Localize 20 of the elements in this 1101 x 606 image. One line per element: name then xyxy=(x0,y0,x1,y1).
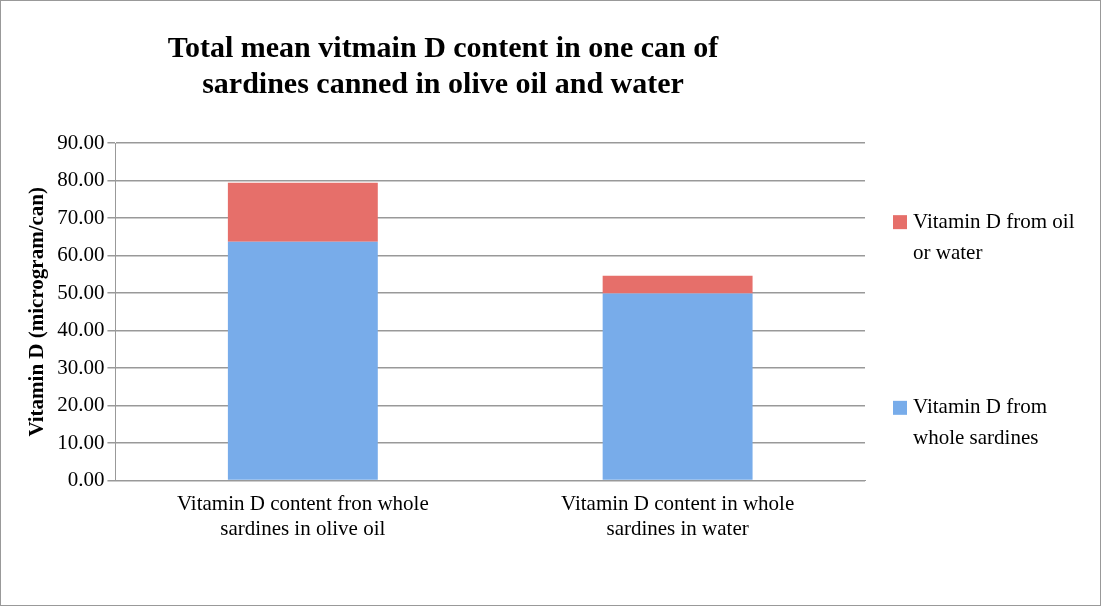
legend-label: Vitamin D from whole sardines xyxy=(913,394,1048,450)
y-tick-label: 30.00 xyxy=(57,354,105,379)
y-tick-label: 50.00 xyxy=(57,279,105,304)
y-tick-label: 0.00 xyxy=(67,467,105,492)
y-axis-title: Vitamin D (microgram/can) xyxy=(24,186,49,437)
y-tick-label: 10.00 xyxy=(57,429,105,454)
bar xyxy=(227,241,378,480)
bar xyxy=(602,275,753,294)
chart-title: Total mean vitmain D content in one can of sardines canned in olive oil and water xyxy=(167,29,720,99)
y-tick-label: 60.00 xyxy=(57,242,105,267)
legend-label: Vitamin D from oil or water xyxy=(913,208,1075,264)
x-tick-label: Vitamin D content in whole sardines in water xyxy=(561,490,795,540)
y-tick-label: 90.00 xyxy=(57,129,105,154)
y-tick-label: 80.00 xyxy=(57,167,105,192)
y-tick-label: 70.00 xyxy=(57,204,105,229)
y-tick-label: 20.00 xyxy=(57,392,105,417)
y-tick-label: 40.00 xyxy=(57,317,105,342)
bar xyxy=(602,293,753,480)
x-tick-label: Vitamin D content fron whole sardines in olive oil xyxy=(176,490,429,540)
bar xyxy=(227,182,378,242)
